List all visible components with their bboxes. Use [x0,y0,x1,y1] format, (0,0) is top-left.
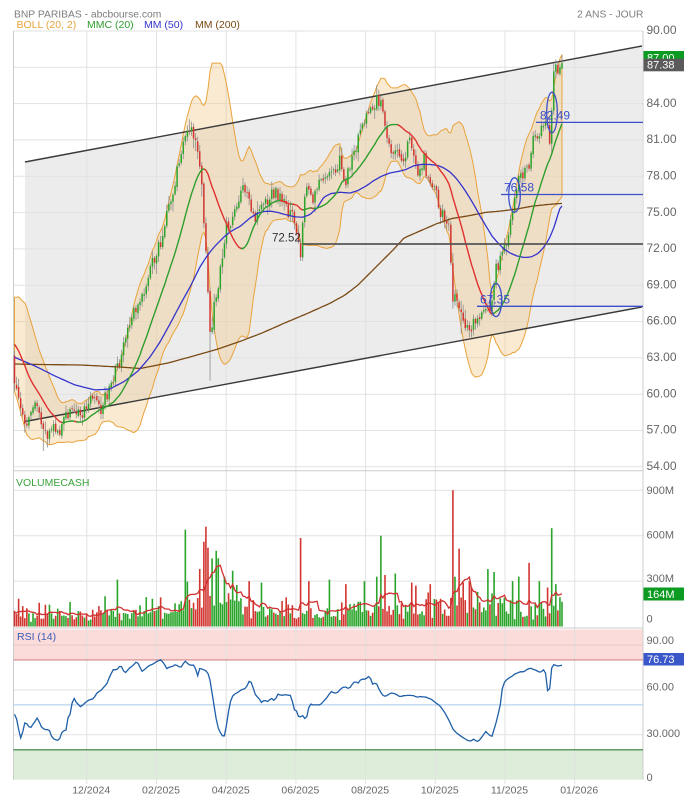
svg-text:2 ANS - JOUR: 2 ANS - JOUR [577,10,643,21]
svg-text:11/2025: 11/2025 [491,785,528,797]
svg-text:72.52: 72.52 [272,233,301,245]
svg-text:90.00: 90.00 [647,635,675,647]
svg-text:60.00: 60.00 [647,682,675,694]
svg-text:84.00: 84.00 [647,96,677,110]
svg-text:MMC (20): MMC (20) [87,19,134,31]
svg-text:04/2025: 04/2025 [212,785,250,797]
svg-text:RSI (14): RSI (14) [17,631,56,643]
svg-text:90.00: 90.00 [647,23,677,37]
svg-text:69.00: 69.00 [647,277,677,291]
svg-text:78.00: 78.00 [647,169,677,183]
svg-text:82.49: 82.49 [540,109,570,123]
svg-text:66.00: 66.00 [647,314,677,328]
svg-text:0: 0 [647,772,653,784]
svg-text:60.00: 60.00 [647,386,677,400]
svg-text:30.000: 30.000 [647,728,681,740]
svg-text:87.38: 87.38 [647,60,675,72]
svg-text:75.00: 75.00 [647,205,677,219]
svg-text:600M: 600M [647,530,675,542]
svg-text:300M: 300M [647,573,675,585]
svg-text:0: 0 [647,614,653,626]
svg-text:MM (50): MM (50) [144,19,183,31]
svg-text:63.00: 63.00 [647,350,677,364]
svg-text:08/2025: 08/2025 [351,785,389,797]
svg-text:76.58: 76.58 [504,181,534,195]
svg-text:164M: 164M [647,589,675,601]
svg-text:01/2026: 01/2026 [560,785,598,797]
svg-text:67.35: 67.35 [480,292,510,306]
svg-text:02/2025: 02/2025 [142,785,180,797]
svg-text:54.00: 54.00 [647,459,677,473]
svg-text:57.00: 57.00 [647,423,677,437]
svg-text:10/2025: 10/2025 [421,785,459,797]
svg-text:VOLUMECASH: VOLUMECASH [16,477,90,489]
svg-text:12/2024: 12/2024 [72,785,110,797]
svg-text:MM (200): MM (200) [195,19,240,31]
svg-text:06/2025: 06/2025 [281,785,319,797]
svg-text:BOLL (20, 2): BOLL (20, 2) [17,19,77,31]
svg-text:76.73: 76.73 [647,654,675,666]
svg-text:72.00: 72.00 [647,241,677,255]
svg-text:900M: 900M [647,485,675,497]
svg-text:81.00: 81.00 [647,132,677,146]
svg-text:BNP PARIBAS - abcbourse.com: BNP PARIBAS - abcbourse.com [14,10,161,21]
